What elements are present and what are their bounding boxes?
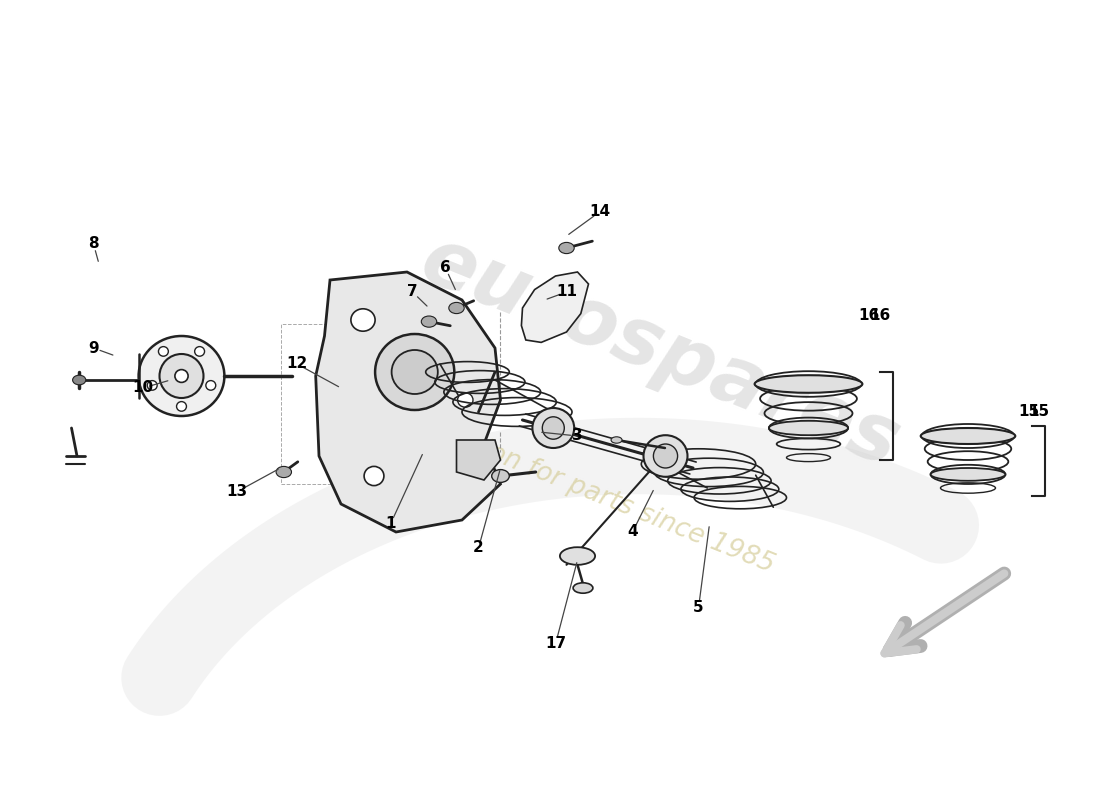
Ellipse shape bbox=[458, 393, 473, 407]
Text: a passion for parts since 1985: a passion for parts since 1985 bbox=[399, 406, 778, 578]
Text: 9: 9 bbox=[88, 341, 99, 355]
Text: 4: 4 bbox=[627, 525, 638, 539]
Ellipse shape bbox=[755, 375, 862, 393]
Text: 10: 10 bbox=[132, 381, 154, 395]
Text: 7: 7 bbox=[407, 285, 418, 299]
Circle shape bbox=[421, 316, 437, 327]
Ellipse shape bbox=[532, 408, 574, 448]
Text: 12: 12 bbox=[286, 357, 308, 371]
Circle shape bbox=[276, 466, 292, 478]
Text: 1: 1 bbox=[385, 517, 396, 531]
Ellipse shape bbox=[158, 346, 168, 356]
Polygon shape bbox=[316, 272, 500, 532]
Text: 5: 5 bbox=[693, 601, 704, 615]
Text: 2: 2 bbox=[473, 541, 484, 555]
Polygon shape bbox=[456, 440, 501, 480]
Text: 17: 17 bbox=[544, 637, 566, 651]
Text: 3: 3 bbox=[572, 429, 583, 443]
Ellipse shape bbox=[644, 435, 688, 477]
Text: 16: 16 bbox=[858, 309, 880, 323]
Text: 13: 13 bbox=[226, 485, 248, 499]
Ellipse shape bbox=[573, 582, 593, 594]
Ellipse shape bbox=[612, 437, 623, 443]
Ellipse shape bbox=[392, 350, 438, 394]
Text: 15: 15 bbox=[1018, 405, 1040, 419]
Text: 6: 6 bbox=[440, 261, 451, 275]
Ellipse shape bbox=[351, 309, 375, 331]
Text: 8: 8 bbox=[88, 237, 99, 251]
Ellipse shape bbox=[769, 421, 848, 435]
Ellipse shape bbox=[176, 402, 186, 411]
Text: eurospares: eurospares bbox=[409, 221, 911, 483]
Ellipse shape bbox=[921, 428, 1015, 444]
Ellipse shape bbox=[560, 547, 595, 565]
Ellipse shape bbox=[160, 354, 204, 398]
Ellipse shape bbox=[364, 466, 384, 486]
Text: 16: 16 bbox=[869, 309, 890, 323]
Circle shape bbox=[449, 302, 464, 314]
Ellipse shape bbox=[195, 346, 205, 356]
Text: 11: 11 bbox=[556, 285, 578, 299]
Circle shape bbox=[559, 242, 574, 254]
Ellipse shape bbox=[139, 336, 224, 416]
Ellipse shape bbox=[375, 334, 454, 410]
Ellipse shape bbox=[206, 381, 216, 390]
Ellipse shape bbox=[175, 370, 188, 382]
Ellipse shape bbox=[931, 468, 1005, 481]
Circle shape bbox=[492, 470, 509, 482]
Ellipse shape bbox=[653, 444, 678, 468]
Polygon shape bbox=[521, 272, 588, 342]
Circle shape bbox=[73, 375, 86, 385]
Ellipse shape bbox=[147, 381, 157, 390]
Ellipse shape bbox=[542, 417, 564, 439]
Text: 14: 14 bbox=[588, 205, 610, 219]
Text: 15: 15 bbox=[1028, 405, 1049, 419]
